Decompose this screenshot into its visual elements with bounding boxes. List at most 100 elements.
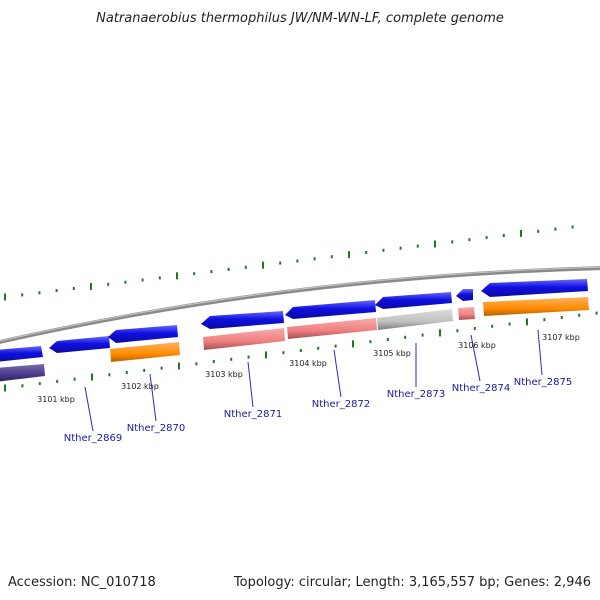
feature-bar[interactable] <box>458 307 475 320</box>
gc-skew-mark <box>554 227 557 231</box>
gc-skew-mark <box>365 251 368 254</box>
gc-skew-mark <box>334 344 337 348</box>
gc-skew-upper-row <box>4 225 574 301</box>
gc-skew-mark <box>279 261 282 265</box>
gene-arrow[interactable] <box>375 292 452 309</box>
feature-bar[interactable] <box>287 318 377 339</box>
accession-text: Accession: NC_010718 <box>8 575 156 590</box>
gene-arrow[interactable] <box>108 325 178 343</box>
gc-skew-mark <box>330 255 333 259</box>
gc-skew-mark <box>317 346 320 350</box>
leader-line <box>84 386 94 432</box>
gc-skew-mark <box>508 322 511 326</box>
genome-backbone <box>0 266 600 344</box>
gc-skew-lower-row <box>4 311 598 392</box>
gene-arrow[interactable] <box>201 311 284 329</box>
gc-skew-mark <box>571 225 574 229</box>
gc-skew-mark <box>176 272 178 280</box>
gene-label[interactable]: Nther_2874 <box>452 383 510 394</box>
feature-bar[interactable] <box>110 342 180 362</box>
gc-skew-mark <box>386 338 389 341</box>
gc-skew-mark <box>595 311 598 315</box>
gc-skew-mark <box>282 351 285 355</box>
feature-bar[interactable] <box>377 309 453 330</box>
gc-skew-mark <box>451 240 454 244</box>
genome-backbone-highlight <box>0 266 600 342</box>
gc-skew-mark <box>158 276 161 280</box>
gc-skew-mark <box>227 267 230 271</box>
genome-summary-text: Topology: circular; Length: 3,165,557 bp… <box>233 575 591 590</box>
gc-skew-mark <box>56 379 59 383</box>
gene-label[interactable]: Nther_2873 <box>387 389 445 400</box>
gc-skew-mark <box>160 366 163 370</box>
gc-skew-mark <box>526 318 528 326</box>
gc-skew-mark <box>265 351 267 359</box>
gc-skew-mark <box>348 251 350 259</box>
gc-skew-mark <box>468 238 471 242</box>
gc-skew-mark <box>520 229 522 237</box>
gc-skew-mark <box>73 377 76 381</box>
scale-tick-label: 3102 kbp <box>121 382 159 391</box>
gc-skew-mark <box>125 371 128 375</box>
gene-arrow[interactable] <box>285 300 376 319</box>
gc-skew-mark <box>38 382 41 386</box>
gc-skew-mark <box>247 355 250 359</box>
scale-tick-label: 3106 kbp <box>458 341 496 350</box>
position-scale: 3101 kbp 3102 kbp 3103 kbp 3104 kbp 3105… <box>37 333 580 404</box>
gc-skew-mark <box>382 248 385 252</box>
gc-skew-mark <box>473 327 476 330</box>
gc-skew-mark <box>107 282 110 286</box>
scale-tick-label: 3105 kbp <box>373 349 411 358</box>
gc-skew-mark <box>72 287 75 290</box>
gc-skew-mark <box>313 257 316 261</box>
gc-skew-mark <box>21 384 24 388</box>
feature-bar[interactable] <box>203 328 285 350</box>
gc-skew-mark <box>434 240 436 248</box>
gc-skew-mark <box>439 329 441 337</box>
gc-skew-mark <box>91 373 93 381</box>
gc-skew-mark <box>55 289 58 293</box>
gc-skew-mark <box>178 362 180 370</box>
gc-skew-mark <box>4 293 6 301</box>
scale-tick-label: 3104 kbp <box>289 359 327 368</box>
gc-skew-mark <box>212 360 215 363</box>
gc-skew-mark <box>244 265 247 269</box>
gene-arrow[interactable] <box>49 336 110 353</box>
feature-bar[interactable] <box>483 297 589 316</box>
gene-arrow[interactable] <box>0 346 43 362</box>
leader-line <box>537 329 543 376</box>
gc-skew-mark <box>210 270 213 274</box>
gc-skew-mark <box>143 368 146 372</box>
gc-skew-mark <box>141 278 144 282</box>
gc-skew-mark <box>193 272 196 276</box>
gc-skew-mark <box>352 340 354 348</box>
gc-skew-mark <box>502 234 505 237</box>
gc-skew-mark <box>416 244 419 248</box>
gc-skew-mark <box>537 229 540 233</box>
gene-label[interactable]: Nther_2875 <box>514 377 572 388</box>
gc-skew-mark <box>399 246 402 250</box>
gc-skew-mark <box>299 349 302 352</box>
gene-arrow[interactable] <box>456 289 473 301</box>
leader-line <box>333 349 342 398</box>
map-title: Natranaerobius thermophilus JW/NM-WN-LF,… <box>96 11 504 26</box>
gc-skew-mark <box>21 293 24 297</box>
gene-labels: Nther_2869 Nther_2870 Nther_2871 Nther_2… <box>64 377 572 444</box>
gene-label[interactable]: Nther_2870 <box>127 423 185 434</box>
feature-bar[interactable] <box>0 364 45 382</box>
gene-arrow[interactable] <box>481 279 588 297</box>
leader-line <box>247 361 254 408</box>
gene-label[interactable]: Nther_2872 <box>312 399 370 410</box>
gc-skew-mark <box>456 329 459 333</box>
gc-skew-mark <box>124 280 127 284</box>
gc-skew-mark <box>230 357 233 361</box>
gc-skew-mark <box>4 384 6 392</box>
gene-label[interactable]: Nther_2869 <box>64 433 122 444</box>
gc-skew-mark <box>296 259 299 263</box>
feature-track <box>0 297 589 382</box>
gc-skew-mark <box>491 324 494 328</box>
scale-tick-label: 3107 kbp <box>542 333 580 342</box>
gene-label[interactable]: Nther_2871 <box>224 409 282 420</box>
gc-skew-mark <box>262 261 264 269</box>
